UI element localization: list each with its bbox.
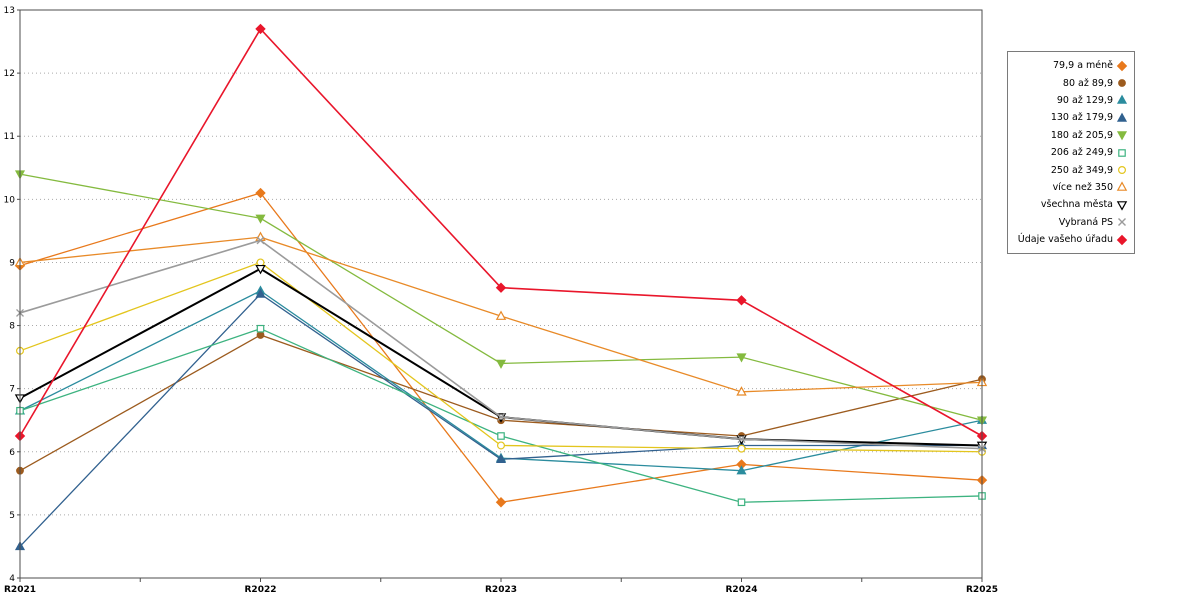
y-tick-label: 10 [4,195,16,205]
y-tick-label: 9 [9,258,15,268]
x-tick-label: R2021 [4,585,36,595]
legend: 79,9 a méně 80 až 89,9 90 až 129,9 130 až 1… [1007,51,1135,255]
legend-item-0: 79,9 a méně [1012,57,1128,74]
y-tick-label: 13 [4,6,15,16]
triangle-down-marker-icon [1116,201,1128,211]
legend-item-5: 206 až 249,9 [1012,144,1128,161]
x-axis: R2021 R2022 R2023 R2024 R2025 [4,578,998,595]
legend-item-label: 206 až 249,9 [1050,147,1113,159]
legend-item-4: 180 až 205,9 [1012,127,1128,144]
diamond-marker-icon [255,187,266,199]
x-marker-icon [256,236,265,245]
series-6 [16,258,986,456]
y-tick-label: 5 [9,511,15,521]
legend-item-3: 130 až 179,9 [1012,109,1128,126]
triangle-down-marker-icon [255,214,266,224]
circle-marker-icon [737,444,746,453]
diamond-marker-icon [495,282,507,293]
x-marker-icon [737,435,746,444]
legend-item-1: 80 až 89,9 [1012,74,1128,91]
legend-item-2: 90 až 129,9 [1012,92,1128,109]
triangle-down-marker-icon [736,353,747,363]
legend-item-label: 130 až 179,9 [1050,112,1113,124]
legend-item-7: více než 350 [1012,179,1128,196]
triangle-up-marker-icon [1116,181,1128,192]
legend-item-8: všechna města [1012,196,1128,213]
triangle-down-marker-icon [255,264,266,275]
y-tick-label: 11 [4,132,15,142]
legend-item-6: 250 až 349,9 [1012,161,1128,178]
legend-item-label: 80 až 89,9 [1062,77,1113,89]
triangle-up-marker-icon [736,465,747,475]
diamond-marker-icon [1116,234,1128,245]
legend-item-label: 180 až 205,9 [1050,129,1113,141]
x-tick-label: R2023 [485,585,517,595]
circle-marker-icon [256,331,265,339]
y-axis: 4 5 6 7 8 9 10 11 12 13 [4,6,20,584]
diamond-marker-icon [1116,60,1128,71]
triangle-up-marker-icon [1116,112,1128,122]
legend-item-label: všechna města [1040,199,1113,211]
y-tick-label: 12 [4,69,15,79]
plot-border [19,9,983,579]
triangle-up-marker-icon [495,453,507,464]
triangle-up-marker-icon [1116,95,1128,105]
y-tick-label: 8 [9,322,15,332]
y-tick-label: 4 [9,574,15,584]
circle-marker-icon [256,258,265,267]
triangle-up-marker-icon [255,288,266,298]
triangle-up-marker-icon [736,386,747,396]
plot-area [20,10,982,578]
circle-marker-icon [497,441,506,450]
diamond-marker-icon [495,497,507,508]
x-tick-label: R2025 [966,585,998,595]
triangle-down-marker-icon [1116,131,1128,141]
y-tick-label: 6 [9,448,15,458]
triangle-down-marker-icon [495,359,507,369]
circle-marker-icon [1118,79,1126,87]
series-4 [14,170,988,426]
legend-item-label: 90 až 129,9 [1056,94,1113,106]
y-tick-label: 7 [9,385,15,395]
legend-item-label: 79,9 a méně [1053,60,1113,72]
legend-item-9: Vybraná PS [1012,214,1128,231]
legend-item-label: více než 350 [1052,181,1113,193]
circle-marker-icon [1117,166,1127,175]
legend-item-label: Vybraná PS [1058,216,1113,228]
x-marker-icon [1118,218,1126,227]
series-group [14,23,988,551]
square-marker-icon [737,498,746,507]
legend-item-10: Údaje vašeho úřadu [1012,231,1128,248]
x-marker-icon [497,413,505,422]
square-marker-icon [1118,148,1126,157]
gridlines [20,72,982,516]
square-marker-icon [497,432,505,440]
diamond-marker-icon [736,295,747,306]
triangle-up-marker-icon [495,310,507,320]
square-marker-icon [256,324,265,333]
legend-item-label: 250 až 349,9 [1050,164,1113,176]
legend-item-label: Údaje vašeho úřadu [1017,234,1113,246]
x-tick-label: R2024 [726,585,758,595]
diamond-marker-icon [255,23,266,35]
x-tick-label: R2022 [245,585,277,595]
